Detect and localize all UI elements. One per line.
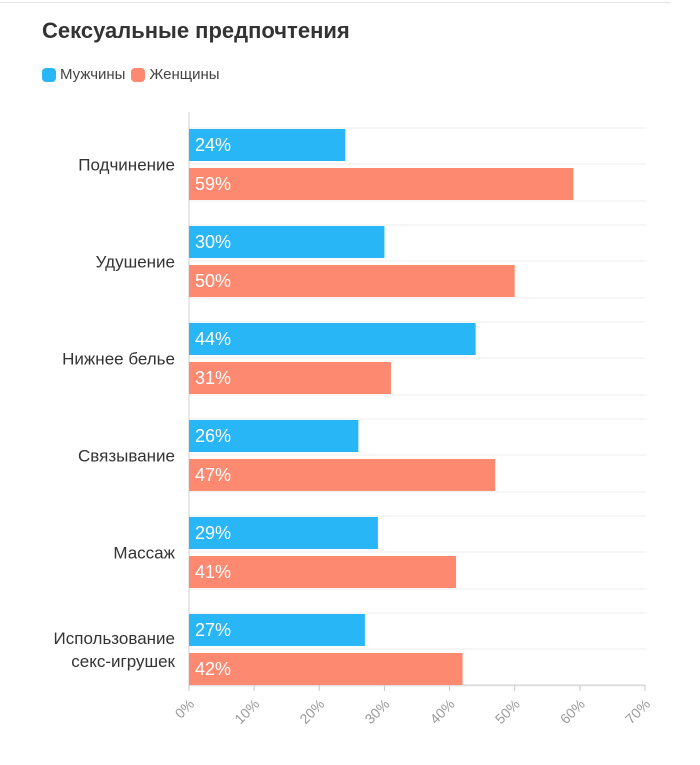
bar: [189, 459, 496, 491]
x-tick-label: 10%: [231, 696, 262, 727]
category-label: Удушение: [96, 253, 175, 272]
category-label: Подчинение: [78, 156, 175, 175]
x-tick-label: 30%: [361, 696, 392, 727]
category-label: Массаж: [113, 544, 175, 563]
category-label: секс-игрушек: [71, 652, 175, 671]
bar-value-label: 44%: [195, 329, 231, 349]
bar-value-label: 47%: [195, 465, 231, 485]
bar: [189, 556, 457, 588]
x-tick-label: 60%: [557, 696, 588, 727]
bar-value-label: 41%: [195, 562, 231, 582]
bar: [189, 226, 385, 258]
legend-label-men: Мужчины: [60, 66, 126, 83]
bar: [189, 614, 365, 646]
bar: [189, 517, 378, 549]
bar-value-label: 31%: [195, 368, 231, 388]
bar: [189, 653, 463, 685]
legend: Мужчины Женщины: [42, 66, 226, 83]
legend-swatch-women: [131, 67, 146, 82]
category-label: Нижнее белье: [62, 350, 175, 369]
bar: [189, 323, 476, 355]
category-label: Использование: [54, 629, 175, 648]
x-tick-label: 40%: [427, 696, 458, 727]
top-divider: [0, 2, 670, 3]
bar-value-label: 30%: [195, 232, 231, 252]
bar: [189, 265, 515, 297]
legend-label-women: Женщины: [149, 66, 220, 83]
bar-value-label: 59%: [195, 174, 231, 194]
bar: [189, 362, 391, 394]
legend-item-men[interactable]: Мужчины: [42, 66, 125, 83]
bar-value-label: 24%: [195, 135, 231, 155]
bar-value-label: 50%: [195, 271, 231, 291]
bar-value-label: 42%: [195, 659, 231, 679]
bar: [189, 420, 359, 452]
x-tick-label: 50%: [492, 696, 523, 727]
bar-value-label: 29%: [195, 523, 231, 543]
category-label: Связывание: [78, 447, 175, 466]
chart-title: Сексуальные предпочтения: [42, 18, 350, 43]
bar-value-label: 26%: [195, 426, 231, 446]
x-tick-label: 20%: [296, 696, 327, 727]
legend-item-women[interactable]: Женщины: [131, 66, 220, 83]
bar: [189, 129, 346, 161]
bar: [189, 168, 574, 200]
legend-swatch-men: [42, 67, 56, 82]
bar-value-label: 27%: [195, 620, 231, 640]
x-tick-label: 0%: [171, 696, 197, 722]
x-tick-label: 70%: [622, 696, 653, 727]
